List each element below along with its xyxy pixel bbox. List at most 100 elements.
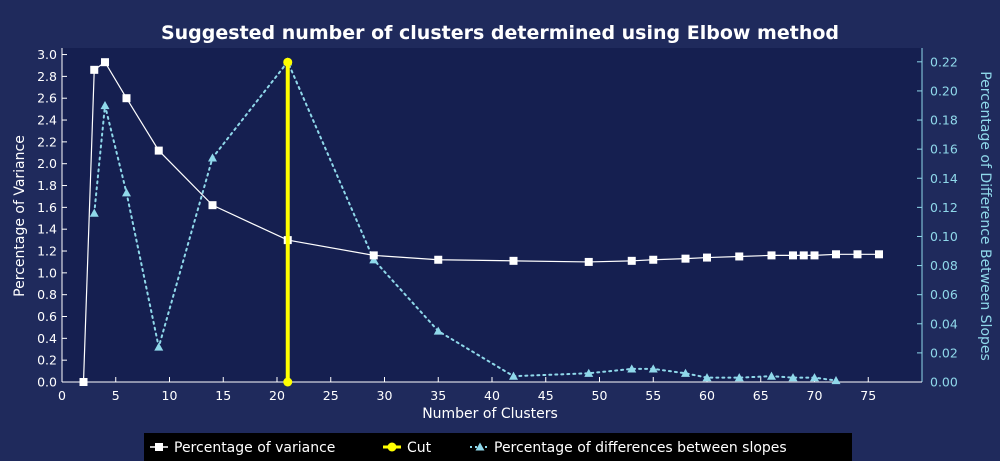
chart-title: Suggested number of clusters determined … [161,22,839,44]
y-tick-label: 1.8 [37,178,57,193]
y-tick-label: 2.0 [37,156,57,171]
y-tick-label: 2.2 [37,134,57,149]
slope-diff-point [100,100,110,110]
y2-tick-label: 0.08 [930,258,958,273]
y2-tick-label: 0.06 [930,287,958,302]
variance-point [369,251,378,260]
x-tick-label: 50 [592,388,608,403]
x-tick-label: 70 [807,388,823,403]
series-layer [79,57,883,387]
right-axis: 0.00 0.02 0.04 0.06 0.08 0.10 0.12 0.14 0.16 0.18… [917,48,958,390]
variance-point [208,201,217,210]
cut-point [283,57,293,67]
variance-point [79,378,88,386]
y2-axis-label: Percentage of Difference Between Slopes [977,71,993,361]
y-tick-label: 2.4 [37,113,57,128]
x-tick-label: 15 [215,388,231,403]
left-axis: 0.0 0.2 0.4 0.6 0.8 1.0 1.2 1.4 1.6 1.8 2.0 2.2 2.4 2… [37,47,67,390]
y2-tick-label: 0.20 [930,83,958,98]
y-tick-label: 1.4 [37,222,57,237]
x-tick-label: 30 [377,388,393,403]
slope-diff-point [584,368,594,377]
variance-point [703,253,711,262]
variance-point [681,254,690,263]
y-tick-label: 0.4 [37,331,57,346]
legend-box [144,433,852,461]
legend-item-cut: Cut [383,440,432,456]
y-tick-label: 1.6 [37,200,57,215]
y2-tick-label: 0.22 [930,54,958,69]
y-tick-label: 1.0 [37,265,57,280]
x-tick-label: 40 [484,388,500,403]
y2-tick-label: 0.16 [930,142,958,157]
variance-point [853,250,862,259]
variance-point [584,257,593,266]
y2-tick-label: 0.00 [930,375,958,390]
y-tick-label: 2.8 [37,69,57,84]
variance-point [101,58,109,67]
x-axis-label: Number of Clusters [422,406,558,422]
variance-point [735,252,744,261]
variance-point [767,251,776,260]
slope-diff-point [433,326,443,335]
y2-tick-label: 0.14 [930,171,958,186]
legend-label: Cut [407,440,432,456]
legend-marker [387,442,397,452]
legend-marker [155,443,163,451]
bottom-axis: 0 5 10 15 20 25 30 35 40 45 50 55 60 65 70 75 [58,377,922,403]
y-tick-label: 0.0 [37,375,57,390]
y-tick-label: 0.6 [37,309,57,324]
plot-area [62,48,922,382]
legend-item-slope-diff: Percentage of differences between slopes [470,440,787,456]
variance-point [122,94,131,103]
legend-label: Percentage of differences between slopes [494,440,787,456]
x-tick-label: 0 [58,388,66,403]
variance-point [789,251,797,260]
slope-diff-point [154,342,164,351]
variance-point [810,251,819,260]
slope-diff-point [208,153,217,162]
y-tick-label: 2.6 [37,91,57,106]
slope-diff-point [509,371,518,380]
variance-point [627,256,636,265]
legend[interactable]: Percentage of variance Cut Percentage of d… [144,433,852,461]
x-tick-label: 10 [162,388,178,403]
legend-items: Percentage of variance Cut Percentage of d… [150,440,787,456]
y-tick-label: 0.8 [37,287,57,302]
x-tick-label: 35 [430,388,446,403]
variance-point [90,65,99,74]
slope-diff-point [648,364,658,373]
y2-tick-label: 0.02 [930,345,958,360]
y-axis-label: Percentage of Variance [12,135,28,297]
slope-diff-point [89,208,99,217]
y-tick-label: 3.0 [37,47,57,62]
y2-tick-label: 0.04 [930,316,958,331]
x-tick-label: 45 [538,388,554,403]
cut-point [283,377,293,387]
slope-diff-point [734,373,744,382]
y-tick-label: 0.2 [37,353,57,368]
y2-tick-label: 0.12 [930,200,958,215]
slope-diff-point [788,373,798,382]
x-tick-label: 5 [112,388,120,403]
x-tick-label: 65 [753,388,769,403]
x-tick-label: 55 [645,388,661,403]
legend-item-variance: Percentage of variance [150,440,335,456]
variance-point [434,255,443,264]
x-tick-label: 60 [699,388,715,403]
variance-point [875,250,883,259]
y-tick-label: 1.2 [37,244,57,259]
y2-tick-label: 0.18 [930,113,958,128]
variance-point [154,146,163,155]
y2-tick-label: 0.10 [930,229,958,244]
legend-marker [475,442,485,451]
slope-diff-point [627,364,637,373]
variance-point [649,255,658,264]
variance-point [799,251,808,260]
slope-diff-point [122,188,131,197]
slope-diff-point [831,376,841,385]
legend-label: Percentage of variance [174,440,335,456]
slope-diff-point [810,373,819,382]
x-tick-label: 20 [269,388,285,403]
